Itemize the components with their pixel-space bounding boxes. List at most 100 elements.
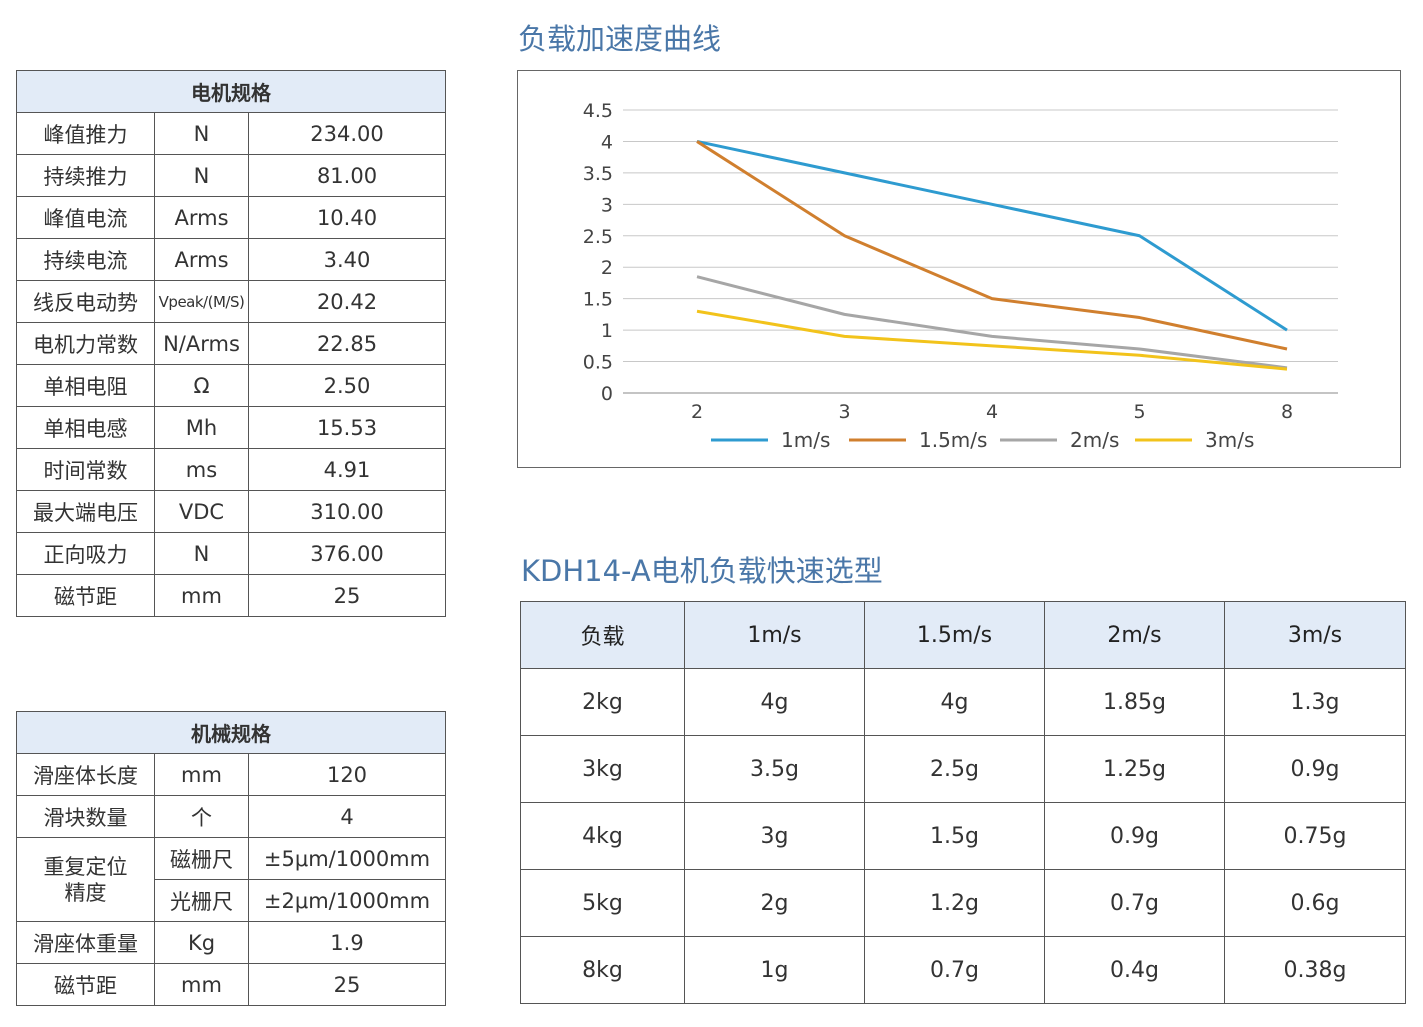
y-tick-label: 0 [601,383,613,405]
accel-cell: 1.5g [864,802,1045,870]
x-tick-label: 2 [691,401,703,423]
spec-name: 重复定位精度 [16,837,155,922]
load-cell: 5kg [520,869,685,937]
accel-cell: 0.9g [1224,735,1406,803]
spec-value: ±5μm/1000mm [248,837,446,880]
y-tick-label: 0.5 [583,352,613,374]
accel-cell: 0.4g [1044,936,1225,1004]
spec-unit: 个 [154,795,249,838]
spec-unit: mm [154,963,249,1006]
table-row: 最大端电压 VDC 310.00 [16,490,446,533]
accel-cell: 1.25g [1044,735,1225,803]
spec-name: 最大端电压 [16,490,155,533]
spec-unit: Mh [154,406,249,449]
load-cell: 2kg [520,668,685,736]
chart-svg: 0 0.5 1 1.5 2 2.5 3 3.5 4 4.5 2 3 4 5 8 1m/s 1.5m/s 2m/s 3… [583,100,1338,452]
spec-unit: mm [154,753,249,796]
spec-unit: mm [154,574,249,617]
motor-spec-table: 电机规格 峰值推力 N 234.00 持续推力 N 81.00 峰值电流 Arms 10.40 持… [16,70,446,617]
spec-name: 单相电阻 [16,364,155,407]
column-header: 1m/s [684,601,865,669]
spec-value: 22.85 [248,322,446,365]
column-header: 负载 [520,601,685,669]
y-tick-label: 2.5 [583,226,613,248]
spec-name: 时间常数 [16,448,155,491]
accel-cell: 0.38g [1224,936,1406,1004]
spec-unit: Vpeak/(M/S) [154,280,249,323]
chart-title: 负载加速度曲线 [518,22,722,56]
table-row: 4kg 3g 1.5g 0.9g 0.75g [520,802,1406,870]
table-row: 单相电感 Mh 15.53 [16,406,446,449]
spec-name: 滑座体重量 [16,921,155,964]
legend-label: 3m/s [1205,428,1254,452]
table-row: 峰值电流 Arms 10.40 [16,196,446,239]
spec-value: 234.00 [248,112,446,155]
table-row: 磁节距 mm 25 [16,963,446,1006]
spec-value: 81.00 [248,154,446,197]
x-tick-label: 5 [1133,401,1145,423]
accel-cell: 3.5g [684,735,865,803]
spec-value: ±2μm/1000mm [248,879,446,922]
x-tick-label: 8 [1281,401,1293,423]
table-row: 滑座体重量 Kg 1.9 [16,921,446,964]
spec-name: 持续电流 [16,238,155,281]
mech-spec-table: 机械规格 滑座体长度 mm 120 滑块数量 个 4 重复定位精度 磁栅尺 ±5… [16,711,446,1006]
column-header: 1.5m/s [864,601,1045,669]
spec-value: 120 [248,753,446,796]
spec-value: 4 [248,795,446,838]
spec-name: 峰值电流 [16,196,155,239]
spec-value: 310.00 [248,490,446,533]
spec-unit: Kg [154,921,249,964]
repeat-accuracy-label: 重复定位精度 [43,854,128,905]
spec-name: 单相电感 [16,406,155,449]
spec-unit: N [154,154,249,197]
accel-cell: 2.5g [864,735,1045,803]
accel-cell: 1.2g [864,869,1045,937]
spec-unit: VDC [154,490,249,533]
accel-cell: 0.7g [864,936,1045,1004]
accel-cell: 1.3g [1224,668,1406,736]
table-header-row: 负载 1m/s 1.5m/s 2m/s 3m/s [520,601,1406,669]
table-row: 时间常数 ms 4.91 [16,448,446,491]
spec-name: 正向吸力 [16,532,155,575]
column-header: 3m/s [1224,601,1406,669]
legend-label: 1m/s [781,428,830,452]
table-row: 单相电阻 Ω 2.50 [16,364,446,407]
motor-spec-title: 电机规格 [16,70,446,113]
load-cell: 4kg [520,802,685,870]
load-acceleration-chart: 0 0.5 1 1.5 2 2.5 3 3.5 4 4.5 2 3 4 5 8 1m/s 1.5m/s 2m/s 3… [517,70,1401,468]
spec-value: 2.50 [248,364,446,407]
spec-value: 10.40 [248,196,446,239]
spec-value: 3.40 [248,238,446,281]
table-row: 3kg 3.5g 2.5g 1.25g 0.9g [520,735,1406,803]
table-row: 持续推力 N 81.00 [16,154,446,197]
spec-unit: Ω [154,364,249,407]
spec-value: 376.00 [248,532,446,575]
spec-name: 电机力常数 [16,322,155,365]
accel-cell: 1.85g [1044,668,1225,736]
spec-name: 线反电动势 [16,280,155,323]
accel-cell: 0.6g [1224,869,1406,937]
legend-label: 2m/s [1070,428,1119,452]
spec-value: 25 [248,963,446,1006]
spec-name: 磁节距 [16,963,155,1006]
accel-cell: 4g [864,668,1045,736]
series-line-2m/s [696,275,1288,370]
accel-cell: 4g [684,668,865,736]
spec-value: 25 [248,574,446,617]
spec-name: 峰值推力 [16,112,155,155]
table-row: 电机力常数 N/Arms 22.85 [16,322,446,365]
spec-unit: Arms [154,196,249,239]
table-row: 滑座体长度 mm 120 [16,753,446,796]
x-tick-label: 4 [986,401,998,423]
table-row: 磁节距 mm 25 [16,574,446,617]
table-row: 持续电流 Arms 3.40 [16,238,446,281]
spec-value: 4.91 [248,448,446,491]
spec-name: 滑座体长度 [16,753,155,796]
table-row: 线反电动势 Vpeak/(M/S) 20.42 [16,280,446,323]
table-row: 光栅尺 ±2μm/1000mm [17,879,446,922]
series-line-3m/s [696,309,1288,371]
x-tick-label: 3 [838,401,850,423]
spec-unit: Arms [154,238,249,281]
spec-unit: ms [154,448,249,491]
